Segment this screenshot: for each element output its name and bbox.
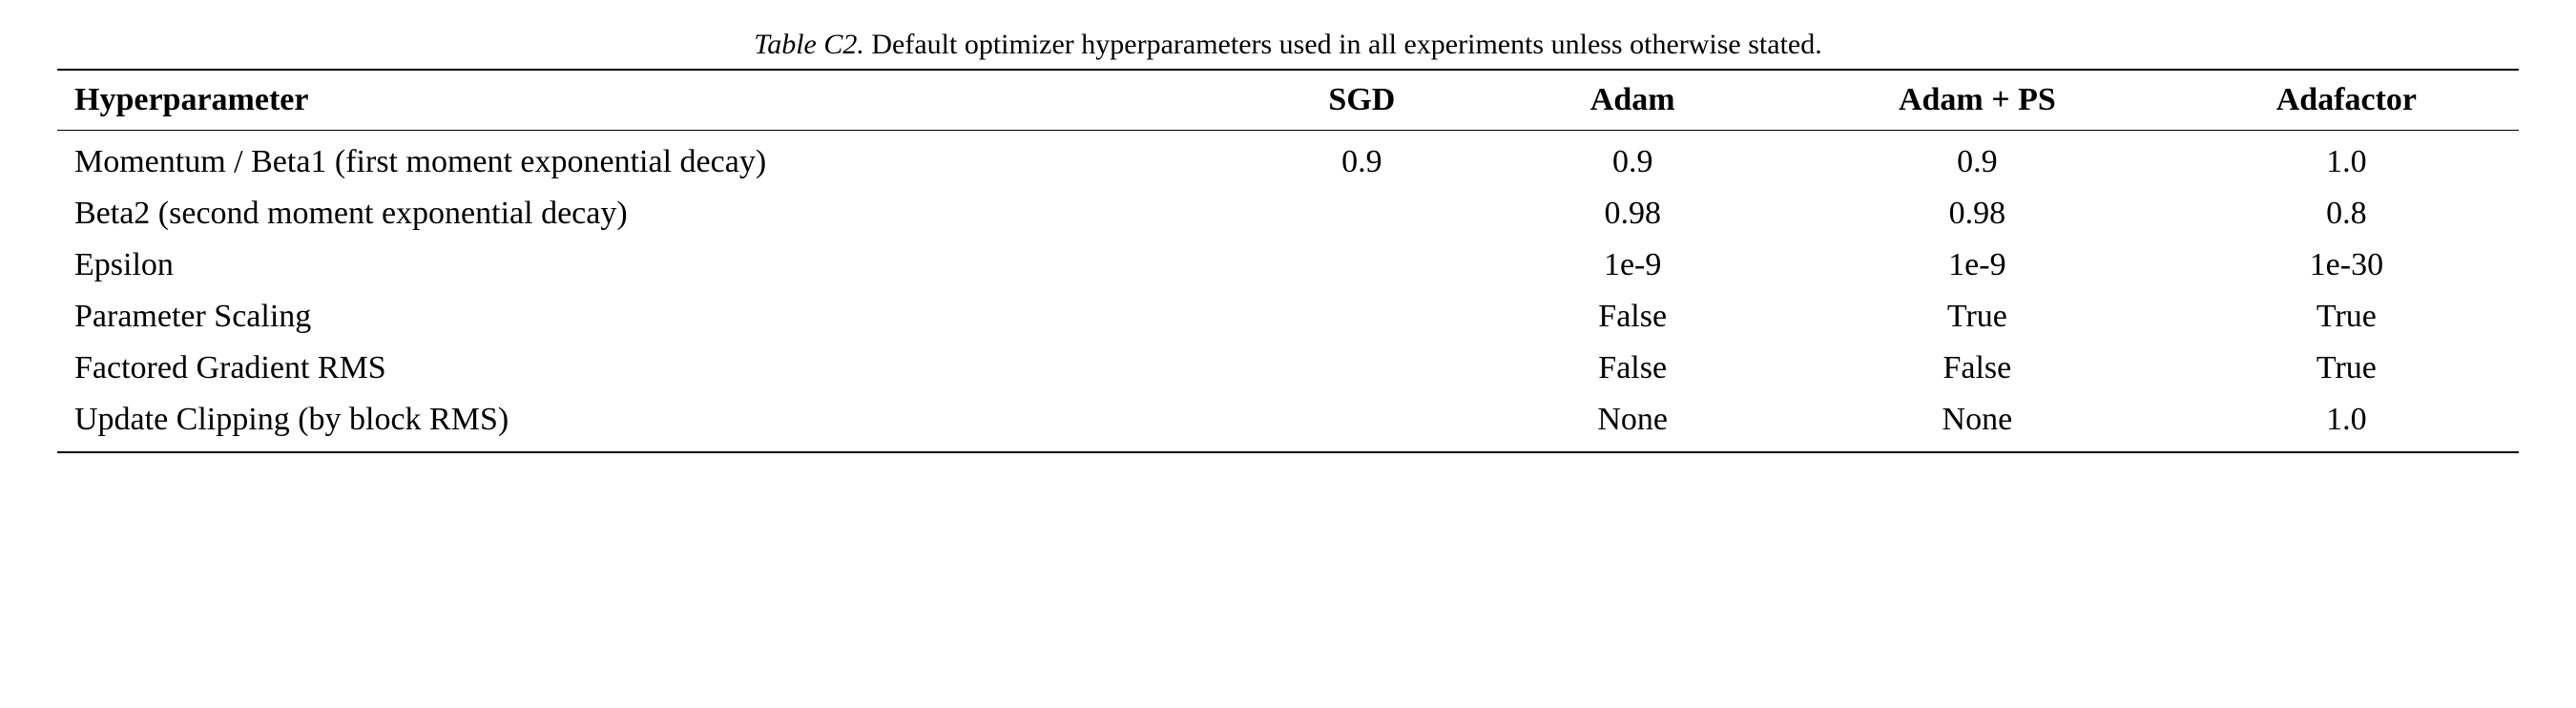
col-header-adamps: Adam + PS (1780, 70, 2174, 131)
cell-adafactor: 1.0 (2174, 131, 2519, 189)
col-header-adafactor: Adafactor (2174, 70, 2519, 131)
cell-adam: 1e-9 (1485, 239, 1780, 291)
table-row: Factored Gradient RMS False False True (57, 343, 2519, 394)
cell-adafactor: 0.8 (2174, 188, 2519, 239)
table-body: Momentum / Beta1 (first moment exponenti… (57, 131, 2519, 453)
cell-adamps: 0.98 (1780, 188, 2174, 239)
table-row: Update Clipping (by block RMS) None None… (57, 394, 2519, 452)
col-header-hyperparameter: Hyperparameter (57, 70, 1238, 131)
cell-name: Beta2 (second moment exponential decay) (57, 188, 1238, 239)
hyperparameter-table: Hyperparameter SGD Adam Adam + PS Adafac… (57, 69, 2519, 453)
table-caption: Table C2. Default optimizer hyperparamet… (57, 29, 2519, 61)
cell-adamps: True (1780, 291, 2174, 343)
cell-sgd (1238, 188, 1485, 239)
table-row: Beta2 (second moment exponential decay) … (57, 188, 2519, 239)
cell-adamps: False (1780, 343, 2174, 394)
cell-adam: False (1485, 343, 1780, 394)
table-row: Epsilon 1e-9 1e-9 1e-30 (57, 239, 2519, 291)
col-header-adam: Adam (1485, 70, 1780, 131)
cell-adamps: 0.9 (1780, 131, 2174, 189)
cell-sgd (1238, 291, 1485, 343)
cell-name: Epsilon (57, 239, 1238, 291)
cell-adamps: None (1780, 394, 2174, 452)
table-row: Parameter Scaling False True True (57, 291, 2519, 343)
cell-adafactor: True (2174, 291, 2519, 343)
cell-name: Update Clipping (by block RMS) (57, 394, 1238, 452)
cell-adafactor: True (2174, 343, 2519, 394)
table-caption-label: Table C2. (754, 29, 864, 60)
cell-adafactor: 1e-30 (2174, 239, 2519, 291)
table-caption-text: Default optimizer hyperparameters used i… (864, 29, 1822, 60)
cell-name: Parameter Scaling (57, 291, 1238, 343)
table-header-row: Hyperparameter SGD Adam Adam + PS Adafac… (57, 70, 2519, 131)
cell-sgd (1238, 239, 1485, 291)
cell-adam: None (1485, 394, 1780, 452)
cell-adamps: 1e-9 (1780, 239, 2174, 291)
col-header-sgd: SGD (1238, 70, 1485, 131)
cell-sgd: 0.9 (1238, 131, 1485, 189)
table-row: Momentum / Beta1 (first moment exponenti… (57, 131, 2519, 189)
cell-adafactor: 1.0 (2174, 394, 2519, 452)
cell-sgd (1238, 394, 1485, 452)
cell-name: Factored Gradient RMS (57, 343, 1238, 394)
cell-adam: False (1485, 291, 1780, 343)
cell-name: Momentum / Beta1 (first moment exponenti… (57, 131, 1238, 189)
cell-sgd (1238, 343, 1485, 394)
cell-adam: 0.9 (1485, 131, 1780, 189)
cell-adam: 0.98 (1485, 188, 1780, 239)
